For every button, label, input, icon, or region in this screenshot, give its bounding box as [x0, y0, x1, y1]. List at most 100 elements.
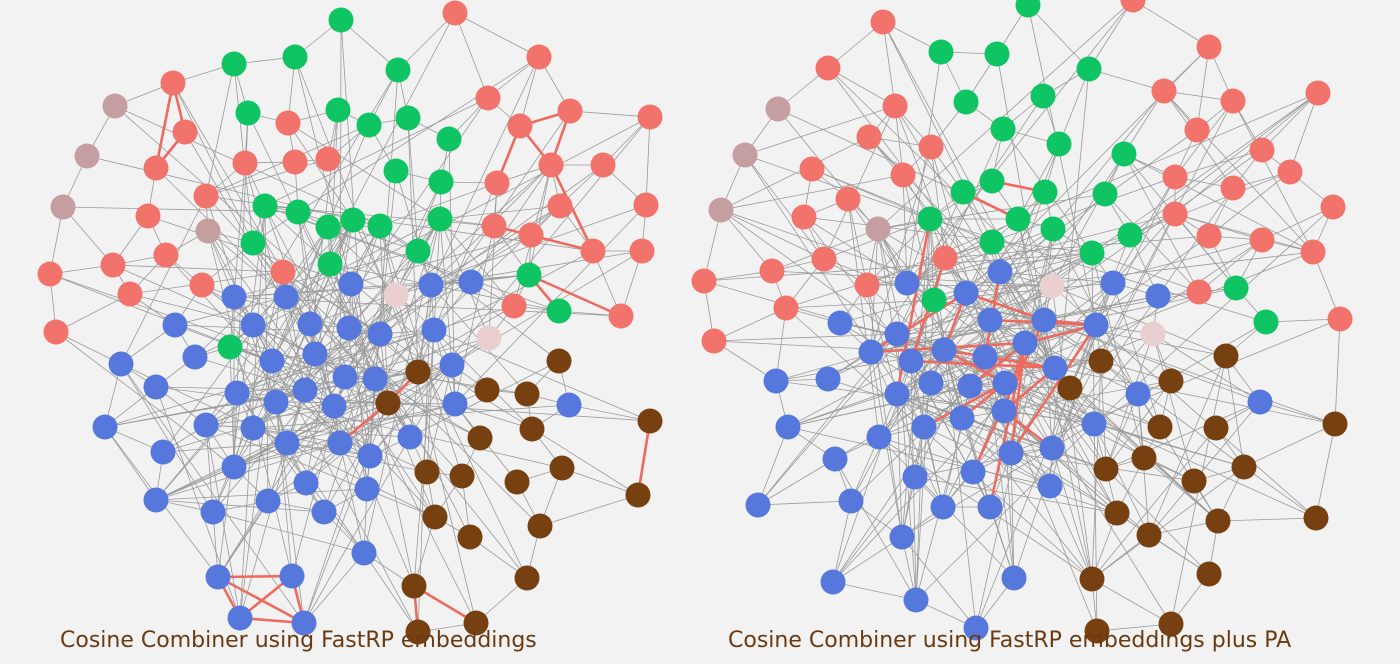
graph-edge — [433, 305, 515, 331]
graph-edge — [379, 182, 498, 227]
graph-edge — [212, 294, 397, 513]
graph-node-blue — [193, 412, 219, 438]
graph-node-green — [325, 97, 351, 123]
graph-node-brown — [549, 455, 575, 481]
graph-node-brown — [1057, 375, 1083, 401]
graph-edge — [942, 367, 1056, 508]
graph-node-green — [921, 287, 947, 313]
graph-edge — [1049, 485, 1093, 580]
graph-edge — [902, 174, 908, 284]
graph-edge — [239, 219, 354, 619]
graph-node-green — [984, 41, 1010, 67]
graph-node-salmon — [100, 252, 126, 278]
graph-node-brown — [625, 482, 651, 508]
graph-node-blue — [898, 348, 924, 374]
graph-edge — [923, 426, 1051, 487]
graph-edge — [205, 424, 411, 438]
graph-node-blue — [297, 311, 323, 337]
graph-node-green — [240, 230, 266, 256]
graph-node-blue — [1001, 565, 1027, 591]
highlighted-edge — [492, 224, 595, 253]
graph-node-blue — [255, 488, 281, 514]
graph-node-salmon — [43, 319, 69, 345]
graph-edge — [162, 226, 329, 453]
graph-node-green — [427, 206, 453, 232]
graph-edge — [86, 155, 381, 227]
graph-node-green — [285, 199, 311, 225]
graph-node-blue — [949, 405, 975, 431]
graph-node-salmon — [811, 246, 837, 272]
graph-node-green — [1032, 179, 1058, 205]
graph-edge — [1225, 355, 1245, 468]
graph-node-salmon — [882, 93, 908, 119]
graph-node-salmon — [153, 242, 179, 268]
graph-node-blue — [338, 271, 364, 297]
left-panel-caption: Cosine Combiner using FastRP embeddings — [60, 628, 537, 653]
graph-edge — [194, 271, 284, 358]
highlighted-edge — [942, 348, 1057, 370]
graph-edge — [454, 225, 495, 405]
graph-node-green — [395, 105, 421, 131]
graph-node-brown — [449, 463, 475, 489]
graph-node-green — [235, 100, 261, 126]
graph-edge — [1217, 517, 1317, 522]
graph-edge — [896, 191, 964, 335]
graph-node-blue — [1247, 389, 1273, 415]
graph-edge — [1261, 92, 1319, 151]
graph-edge — [915, 299, 935, 601]
graph-edge — [713, 307, 787, 342]
graph-node-blue — [953, 280, 979, 306]
graph-edge — [839, 322, 986, 358]
graph-edge — [49, 273, 346, 378]
highlighted-edge — [964, 291, 1046, 322]
graph-edge — [1004, 235, 1210, 384]
graph-edge — [287, 122, 354, 221]
graph-edge — [720, 209, 825, 260]
graph-node-blue — [820, 569, 846, 595]
graph-edge — [212, 511, 365, 554]
graph-edge — [1198, 239, 1263, 293]
graph-edge — [944, 235, 1210, 259]
graph-edge — [286, 442, 365, 554]
right-network-panel — [691, 0, 1353, 644]
graph-node-brown — [375, 390, 401, 416]
graph-edge — [348, 218, 441, 329]
graph-edge — [387, 402, 436, 518]
graph-node-blue — [1100, 270, 1126, 296]
graph-edge — [430, 284, 560, 312]
graph-node-salmon — [629, 238, 655, 264]
graph-edge — [155, 499, 325, 513]
graph-node-brown — [1203, 415, 1229, 441]
graph-edge — [965, 292, 1172, 625]
graph-node-blue — [292, 377, 318, 403]
graph-node-salmon — [918, 134, 944, 160]
graph-node-blue — [421, 317, 447, 343]
graph-node-salmon — [232, 150, 258, 176]
graph-edge — [999, 234, 1131, 273]
graph-node-blue — [367, 321, 393, 347]
graph-node-green — [383, 158, 409, 184]
graph-node-salmon — [1151, 78, 1177, 104]
graph-node-blue — [221, 284, 247, 310]
graph-edge — [1052, 90, 1165, 230]
graph-edge — [426, 329, 435, 473]
graph-edge — [847, 198, 868, 286]
graph-edge — [344, 376, 368, 490]
graph-edge — [896, 393, 1051, 487]
graph-edge — [787, 324, 1097, 428]
graph-node-blue — [263, 389, 289, 415]
graph-node-green — [436, 126, 462, 152]
graph-node-salmon — [1327, 306, 1353, 332]
graph-node-salmon — [1249, 137, 1275, 163]
graph-edge — [1043, 319, 1261, 403]
graph-edge — [350, 234, 532, 285]
graph-edge — [205, 424, 436, 518]
graph-node-salmon — [37, 261, 63, 287]
graph-node-mauve — [765, 96, 791, 122]
graph-edge — [1174, 92, 1319, 215]
graph-node-blue — [273, 284, 299, 310]
graph-edge — [720, 174, 904, 211]
graph-edge — [252, 427, 371, 457]
graph-node-blue — [1081, 411, 1107, 437]
